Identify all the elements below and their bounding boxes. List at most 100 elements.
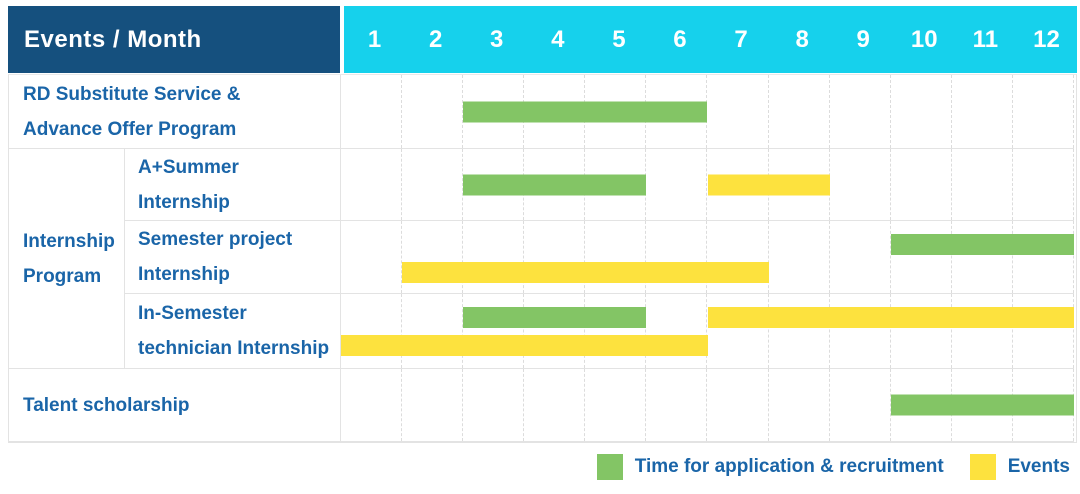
month-cell — [341, 221, 403, 293]
gantt-bar-events — [402, 262, 769, 283]
row-label-line: Internship — [138, 191, 230, 213]
header-gap — [340, 6, 344, 73]
gantt-body: RD Substitute Service & Advance Offer Pr… — [8, 74, 1077, 443]
gantt-bar-recruitment — [463, 101, 708, 122]
group-label-internship-program: Internship Program — [9, 149, 125, 369]
gantt-bar-events — [707, 307, 1074, 328]
month-cell — [585, 294, 647, 368]
gantt-bar-recruitment — [890, 234, 1074, 255]
month-cell — [402, 294, 464, 368]
month-cell — [830, 75, 891, 148]
month-cell — [1013, 221, 1074, 293]
month-cell — [646, 149, 708, 220]
row-label-in-semester-technician-internship: In-Semester technician Internship — [125, 294, 341, 369]
month-cell — [952, 75, 1013, 148]
month-header-12: 12 — [1033, 25, 1060, 53]
header-row: Events / Month 1 2 3 4 5 6 7 8 9 10 11 1… — [8, 6, 1077, 73]
month-cell — [952, 294, 1013, 368]
gantt-bar-recruitment — [463, 307, 647, 328]
month-cell — [830, 369, 891, 441]
month-cell — [341, 369, 403, 441]
month-cell — [707, 369, 769, 441]
legend-label: Events — [1007, 456, 1070, 477]
row-label-line: A+Summer — [138, 156, 239, 178]
row-label-semester-project-internship: Semester project Internship — [125, 221, 341, 294]
row-label-rd-substitute: RD Substitute Service & Advance Offer Pr… — [9, 75, 341, 149]
month-cell — [707, 75, 769, 148]
month-header-2: 2 — [428, 25, 443, 53]
month-cell — [646, 369, 708, 441]
month-cell — [524, 369, 586, 441]
month-cell — [830, 294, 891, 368]
month-cell — [402, 75, 464, 148]
month-cell — [463, 221, 525, 293]
month-cell — [891, 294, 952, 368]
row-label-line: Internship — [138, 264, 230, 285]
gantt-table: Events / Month 1 2 3 4 5 6 7 8 9 10 11 1… — [8, 6, 1077, 443]
month-header-strip: 1 2 3 4 5 6 7 8 9 10 11 12 — [344, 6, 1077, 73]
group-label-line: Internship — [23, 230, 115, 252]
month-cell — [646, 221, 708, 293]
month-cell — [830, 149, 891, 220]
chart-row-talent-scholarship — [341, 369, 1074, 442]
month-cell — [463, 369, 525, 441]
row-label-line: technician Internship — [138, 338, 330, 359]
month-cell — [1013, 75, 1074, 148]
month-cell — [707, 221, 769, 293]
month-header-10: 10 — [910, 25, 938, 53]
gantt-bar-recruitment — [890, 394, 1074, 416]
month-cell — [830, 221, 891, 293]
chart-row-in-semester-technician-internship — [341, 294, 1074, 369]
green-swatch-icon — [596, 454, 623, 480]
month-cell — [341, 149, 403, 220]
gantt-bar-events — [341, 335, 708, 356]
month-cell — [769, 369, 830, 441]
month-cell — [646, 294, 708, 368]
gantt-bar-recruitment — [463, 174, 647, 195]
legend-item-events: Events — [969, 454, 1070, 480]
yellow-swatch-icon — [969, 454, 996, 480]
month-cell — [402, 149, 464, 220]
month-header-1: 1 — [367, 25, 382, 53]
month-cell — [341, 294, 403, 368]
month-cell — [952, 221, 1013, 293]
month-cell — [1013, 149, 1074, 220]
month-cell — [891, 221, 952, 293]
month-header-5: 5 — [612, 25, 626, 53]
month-header-6: 6 — [673, 25, 687, 53]
month-cell — [1013, 294, 1074, 368]
row-label-line: In-Semester — [138, 303, 247, 324]
month-cell — [524, 294, 586, 368]
month-cell — [585, 369, 647, 441]
month-cell — [463, 294, 525, 368]
row-label-line: RD Substitute Service & — [23, 83, 241, 105]
month-header-8: 8 — [795, 25, 809, 53]
row-label-line: Advance Offer Program — [23, 118, 237, 140]
gantt-bar-events — [707, 174, 830, 195]
group-label-line: Program — [23, 265, 102, 287]
row-label-line: Talent scholarship — [23, 394, 190, 416]
row-label-a-summer-internship: A+Summer Internship — [125, 149, 341, 221]
month-header-11: 11 — [972, 25, 999, 53]
month-cell — [769, 75, 830, 148]
month-cell — [585, 221, 647, 293]
month-cell — [769, 294, 830, 368]
month-cell — [402, 369, 464, 441]
month-cell — [769, 221, 830, 293]
chart-row-semester-project-internship — [341, 221, 1074, 294]
month-cell — [341, 75, 403, 148]
row-label-line: Semester project — [138, 229, 293, 250]
month-cell — [952, 149, 1013, 220]
month-header-3: 3 — [490, 25, 504, 53]
month-cell — [402, 221, 464, 293]
month-cell — [891, 149, 952, 220]
month-header-9: 9 — [856, 25, 870, 53]
chart-row-a-summer-internship — [341, 149, 1074, 221]
legend-label: Time for application & recruitment — [634, 456, 944, 477]
month-cell — [707, 294, 769, 368]
month-header-4: 4 — [551, 25, 565, 53]
month-cell — [891, 75, 952, 148]
month-header-7: 7 — [734, 25, 748, 53]
month-cell — [524, 221, 586, 293]
